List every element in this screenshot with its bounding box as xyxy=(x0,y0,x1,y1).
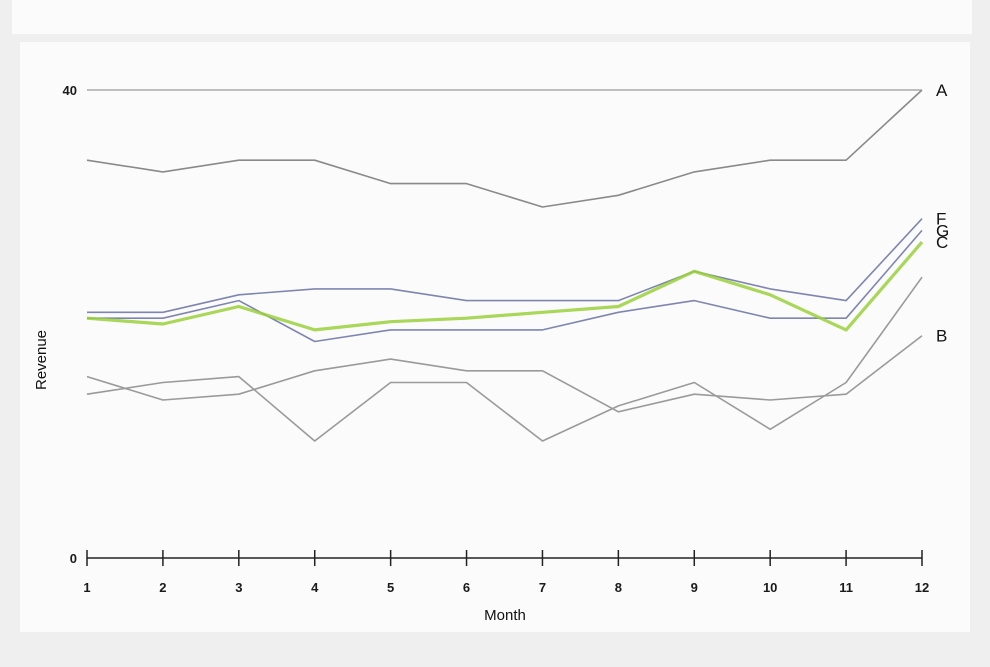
x-tick-label: 12 xyxy=(915,580,929,595)
series-line-c xyxy=(87,242,922,330)
x-tick-label: 11 xyxy=(839,580,853,595)
y-tick-label: 0 xyxy=(70,551,77,566)
series-line-unlabelled xyxy=(87,277,922,441)
series-label-c: C xyxy=(936,233,948,252)
x-tick-label: 10 xyxy=(763,580,777,595)
x-tick-label: 2 xyxy=(159,580,166,595)
x-tick-label: 5 xyxy=(387,580,394,595)
x-tick-label: 9 xyxy=(691,580,698,595)
y-tick-label: 40 xyxy=(63,83,77,98)
x-tick-label: 6 xyxy=(463,580,470,595)
x-axis-label: Month xyxy=(484,607,526,624)
x-tick-label: 1 xyxy=(83,580,90,595)
series-label-a: A xyxy=(936,81,948,100)
series-line-b xyxy=(87,336,922,412)
x-tick-label: 4 xyxy=(311,580,319,595)
x-tick-label: 3 xyxy=(235,580,242,595)
x-tick-label: 7 xyxy=(539,580,546,595)
series-label-b: B xyxy=(936,327,947,346)
series-line-a xyxy=(87,90,922,207)
series-line-g xyxy=(87,230,922,341)
y-axis-label: Revenue xyxy=(33,330,50,390)
x-tick-label: 8 xyxy=(615,580,622,595)
series-line-f xyxy=(87,219,922,313)
